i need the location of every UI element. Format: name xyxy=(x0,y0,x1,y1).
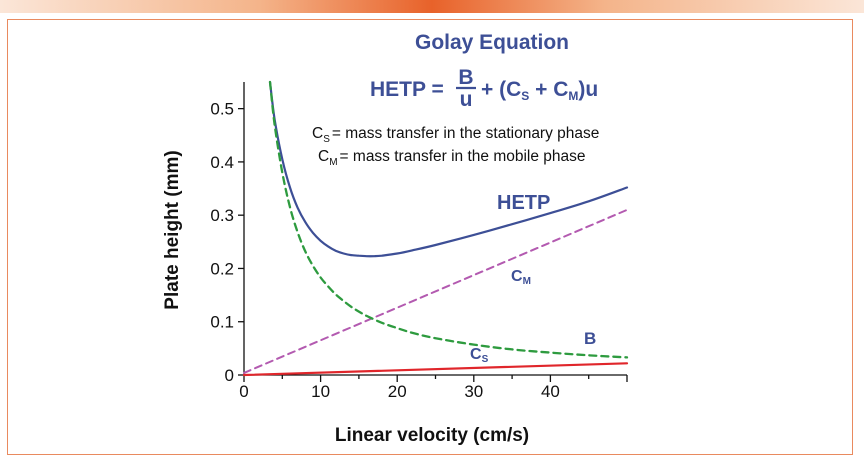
definition-cs: CS = mass transfer in the stationary phas… xyxy=(312,125,599,145)
series-line-b xyxy=(268,80,629,359)
x-tick-label: 40 xyxy=(541,382,560,401)
curve-label-cs-sub: S xyxy=(482,354,489,365)
y-tick-label: 0.1 xyxy=(210,313,234,332)
series-line-c-s xyxy=(242,362,629,377)
x-tick-label: 0 xyxy=(239,382,248,401)
series-layer xyxy=(242,80,629,377)
equation-sub-m: M xyxy=(568,89,578,103)
equation-rhs: + (CS + CM)u xyxy=(481,78,598,103)
series-line-c-m xyxy=(243,208,628,374)
curve-label-cm-sub: M xyxy=(523,276,531,287)
x-axis-label: Linear velocity (cm/s) xyxy=(335,425,529,446)
curve-label-cm-symbol: C xyxy=(511,268,523,285)
definition-cs-sub: S xyxy=(323,134,330,145)
top-accent-bar xyxy=(0,0,864,13)
equation-lhs: HETP = xyxy=(370,78,444,101)
equation-rhs-open: + (C xyxy=(481,78,521,101)
equation-fraction-denominator: u xyxy=(460,88,473,111)
x-tick-label: 30 xyxy=(464,382,483,401)
equation-rhs-close: )u xyxy=(578,78,598,101)
equation-plus: + C xyxy=(529,78,568,101)
curve-label-cs: CS xyxy=(470,346,489,365)
y-tick-label: 0.3 xyxy=(210,206,234,225)
equation-sub-s: S xyxy=(521,89,529,103)
definition-cm: CM = mass transfer in the mobile phase xyxy=(318,148,586,168)
definition-cm-symbol: C xyxy=(318,148,329,165)
definition-cs-symbol: C xyxy=(312,125,323,142)
equation-fraction-numerator: B xyxy=(458,66,473,89)
y-axis-label: Plate height (mm) xyxy=(162,150,183,309)
figure-frame xyxy=(7,19,853,455)
curve-label-b: B xyxy=(584,329,596,348)
y-tick-label: 0.2 xyxy=(210,259,234,278)
y-tick-label: 0 xyxy=(225,366,234,385)
series-line-hetp xyxy=(268,80,629,258)
definition-cm-text: = mass transfer in the mobile phase xyxy=(340,148,586,165)
curve-label-hetp: HETP xyxy=(497,192,550,214)
x-tick-label: 10 xyxy=(311,382,330,401)
y-tick-label: 0.5 xyxy=(210,100,234,119)
golay-equation: HETP = B u + (CS + CM)u xyxy=(370,66,598,111)
definition-cm-sub: M xyxy=(329,157,337,168)
y-tick-label: 0.4 xyxy=(210,153,234,172)
ticks-layer: 0 0.1 0.2 0.3 0.4 0.5 0 10 20 30 40 xyxy=(210,100,628,401)
x-tick-label: 20 xyxy=(388,382,407,401)
curve-label-cs-symbol: C xyxy=(470,346,482,363)
curve-label-cm: CM xyxy=(511,268,531,287)
equation-title: Golay Equation xyxy=(415,31,569,54)
definition-cs-text: = mass transfer in the stationary phase xyxy=(332,125,600,142)
